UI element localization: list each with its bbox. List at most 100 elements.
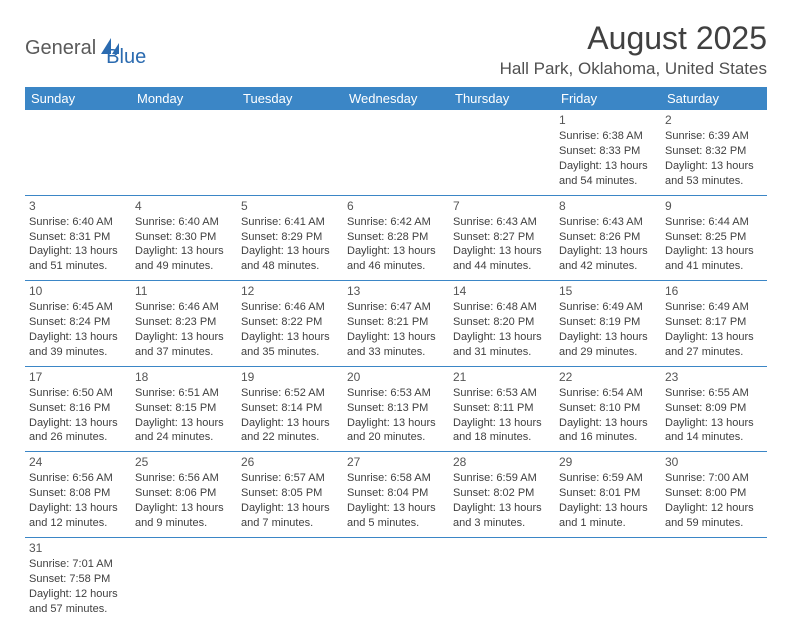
sunset-text: Sunset: 8:04 PM bbox=[347, 486, 445, 501]
daylight-text: Daylight: 13 hours and 44 minutes. bbox=[453, 244, 551, 274]
sunrise-text: Sunrise: 6:56 AM bbox=[29, 471, 127, 486]
daylight-text: Daylight: 13 hours and 42 minutes. bbox=[559, 244, 657, 274]
sunset-text: Sunset: 8:31 PM bbox=[29, 230, 127, 245]
sunrise-text: Sunrise: 6:39 AM bbox=[665, 129, 763, 144]
weekday-header: Sunday bbox=[25, 87, 131, 110]
sunset-text: Sunset: 8:15 PM bbox=[135, 401, 233, 416]
sunrise-text: Sunrise: 7:00 AM bbox=[665, 471, 763, 486]
calendar-day-cell: 28Sunrise: 6:59 AMSunset: 8:02 PMDayligh… bbox=[449, 452, 555, 538]
daylight-text: Daylight: 13 hours and 5 minutes. bbox=[347, 501, 445, 531]
day-number: 15 bbox=[559, 283, 657, 299]
calendar-day-cell: 25Sunrise: 6:56 AMSunset: 8:06 PMDayligh… bbox=[131, 452, 237, 538]
sunrise-text: Sunrise: 6:48 AM bbox=[453, 300, 551, 315]
calendar-day-cell: 9Sunrise: 6:44 AMSunset: 8:25 PMDaylight… bbox=[661, 195, 767, 281]
calendar-day-cell: 30Sunrise: 7:00 AMSunset: 8:00 PMDayligh… bbox=[661, 452, 767, 538]
calendar-day-cell: 6Sunrise: 6:42 AMSunset: 8:28 PMDaylight… bbox=[343, 195, 449, 281]
calendar-week-row: 1Sunrise: 6:38 AMSunset: 8:33 PMDaylight… bbox=[25, 110, 767, 195]
calendar-day-cell: 22Sunrise: 6:54 AMSunset: 8:10 PMDayligh… bbox=[555, 366, 661, 452]
sunrise-text: Sunrise: 6:49 AM bbox=[665, 300, 763, 315]
sunset-text: Sunset: 7:58 PM bbox=[29, 572, 127, 587]
daylight-text: Daylight: 13 hours and 24 minutes. bbox=[135, 416, 233, 446]
day-number: 3 bbox=[29, 198, 127, 214]
daylight-text: Daylight: 12 hours and 59 minutes. bbox=[665, 501, 763, 531]
calendar-week-row: 24Sunrise: 6:56 AMSunset: 8:08 PMDayligh… bbox=[25, 452, 767, 538]
sunset-text: Sunset: 8:29 PM bbox=[241, 230, 339, 245]
weekday-header: Thursday bbox=[449, 87, 555, 110]
sunset-text: Sunset: 8:26 PM bbox=[559, 230, 657, 245]
sunrise-text: Sunrise: 6:46 AM bbox=[135, 300, 233, 315]
sunset-text: Sunset: 8:06 PM bbox=[135, 486, 233, 501]
logo-text-blue: Blue bbox=[106, 46, 146, 68]
page-title: August 2025 bbox=[500, 20, 767, 57]
sunrise-text: Sunrise: 6:50 AM bbox=[29, 386, 127, 401]
calendar-day-cell: 8Sunrise: 6:43 AMSunset: 8:26 PMDaylight… bbox=[555, 195, 661, 281]
calendar-body: 1Sunrise: 6:38 AMSunset: 8:33 PMDaylight… bbox=[25, 110, 767, 622]
sunset-text: Sunset: 8:33 PM bbox=[559, 144, 657, 159]
day-number: 26 bbox=[241, 454, 339, 470]
day-number: 11 bbox=[135, 283, 233, 299]
calendar-day-cell bbox=[661, 537, 767, 622]
sunrise-text: Sunrise: 6:57 AM bbox=[241, 471, 339, 486]
sunrise-text: Sunrise: 6:43 AM bbox=[559, 215, 657, 230]
day-number: 25 bbox=[135, 454, 233, 470]
day-number: 31 bbox=[29, 540, 127, 556]
sunset-text: Sunset: 8:10 PM bbox=[559, 401, 657, 416]
daylight-text: Daylight: 13 hours and 41 minutes. bbox=[665, 244, 763, 274]
daylight-text: Daylight: 13 hours and 12 minutes. bbox=[29, 501, 127, 531]
daylight-text: Daylight: 13 hours and 33 minutes. bbox=[347, 330, 445, 360]
sunset-text: Sunset: 8:13 PM bbox=[347, 401, 445, 416]
calendar-day-cell bbox=[555, 537, 661, 622]
day-number: 8 bbox=[559, 198, 657, 214]
weekday-header: Saturday bbox=[661, 87, 767, 110]
calendar-day-cell bbox=[25, 110, 131, 195]
day-number: 14 bbox=[453, 283, 551, 299]
day-number: 29 bbox=[559, 454, 657, 470]
calendar-day-cell: 7Sunrise: 6:43 AMSunset: 8:27 PMDaylight… bbox=[449, 195, 555, 281]
sunset-text: Sunset: 8:05 PM bbox=[241, 486, 339, 501]
sunrise-text: Sunrise: 6:41 AM bbox=[241, 215, 339, 230]
sunrise-text: Sunrise: 6:40 AM bbox=[135, 215, 233, 230]
calendar-day-cell: 13Sunrise: 6:47 AMSunset: 8:21 PMDayligh… bbox=[343, 281, 449, 367]
calendar-day-cell: 2Sunrise: 6:39 AMSunset: 8:32 PMDaylight… bbox=[661, 110, 767, 195]
sunrise-text: Sunrise: 6:44 AM bbox=[665, 215, 763, 230]
sunrise-text: Sunrise: 6:40 AM bbox=[29, 215, 127, 230]
sunset-text: Sunset: 8:09 PM bbox=[665, 401, 763, 416]
calendar-day-cell bbox=[343, 110, 449, 195]
day-number: 17 bbox=[29, 369, 127, 385]
calendar-day-cell: 24Sunrise: 6:56 AMSunset: 8:08 PMDayligh… bbox=[25, 452, 131, 538]
calendar-week-row: 31Sunrise: 7:01 AMSunset: 7:58 PMDayligh… bbox=[25, 537, 767, 622]
daylight-text: Daylight: 13 hours and 26 minutes. bbox=[29, 416, 127, 446]
day-number: 4 bbox=[135, 198, 233, 214]
sunset-text: Sunset: 8:01 PM bbox=[559, 486, 657, 501]
daylight-text: Daylight: 13 hours and 48 minutes. bbox=[241, 244, 339, 274]
sunset-text: Sunset: 8:08 PM bbox=[29, 486, 127, 501]
calendar-week-row: 3Sunrise: 6:40 AMSunset: 8:31 PMDaylight… bbox=[25, 195, 767, 281]
day-number: 10 bbox=[29, 283, 127, 299]
daylight-text: Daylight: 13 hours and 18 minutes. bbox=[453, 416, 551, 446]
calendar-table: SundayMondayTuesdayWednesdayThursdayFrid… bbox=[25, 87, 767, 622]
day-number: 22 bbox=[559, 369, 657, 385]
daylight-text: Daylight: 13 hours and 53 minutes. bbox=[665, 159, 763, 189]
sunrise-text: Sunrise: 6:53 AM bbox=[347, 386, 445, 401]
logo-text-general: General bbox=[25, 37, 96, 60]
sunrise-text: Sunrise: 6:51 AM bbox=[135, 386, 233, 401]
sunset-text: Sunset: 8:32 PM bbox=[665, 144, 763, 159]
sunrise-text: Sunrise: 7:01 AM bbox=[29, 557, 127, 572]
calendar-page: General Blue August 2025 Hall Park, Okla… bbox=[0, 0, 792, 612]
calendar-week-row: 10Sunrise: 6:45 AMSunset: 8:24 PMDayligh… bbox=[25, 281, 767, 367]
daylight-text: Daylight: 13 hours and 9 minutes. bbox=[135, 501, 233, 531]
calendar-day-cell: 26Sunrise: 6:57 AMSunset: 8:05 PMDayligh… bbox=[237, 452, 343, 538]
sunrise-text: Sunrise: 6:52 AM bbox=[241, 386, 339, 401]
weekday-header: Friday bbox=[555, 87, 661, 110]
daylight-text: Daylight: 13 hours and 3 minutes. bbox=[453, 501, 551, 531]
daylight-text: Daylight: 13 hours and 39 minutes. bbox=[29, 330, 127, 360]
sunset-text: Sunset: 8:16 PM bbox=[29, 401, 127, 416]
sunset-text: Sunset: 8:00 PM bbox=[665, 486, 763, 501]
daylight-text: Daylight: 13 hours and 29 minutes. bbox=[559, 330, 657, 360]
sunrise-text: Sunrise: 6:42 AM bbox=[347, 215, 445, 230]
sunrise-text: Sunrise: 6:43 AM bbox=[453, 215, 551, 230]
day-number: 19 bbox=[241, 369, 339, 385]
day-number: 1 bbox=[559, 112, 657, 128]
calendar-day-cell: 29Sunrise: 6:59 AMSunset: 8:01 PMDayligh… bbox=[555, 452, 661, 538]
title-block: August 2025 Hall Park, Oklahoma, United … bbox=[500, 20, 767, 79]
